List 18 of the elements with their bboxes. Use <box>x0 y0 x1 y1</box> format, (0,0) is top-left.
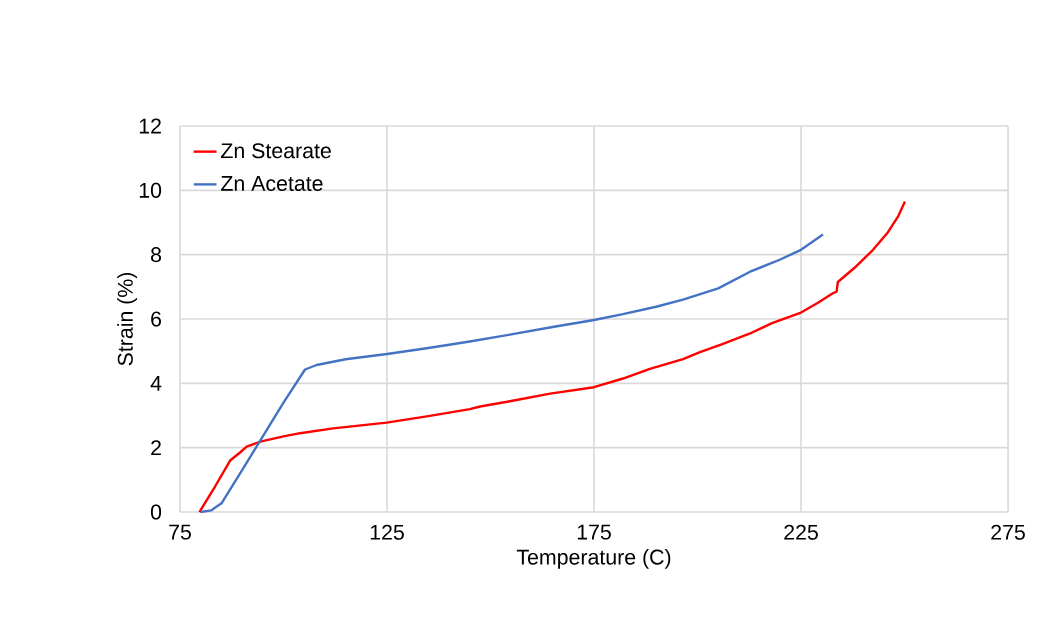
x-tick-label: 125 <box>370 524 404 540</box>
x-tick-label: 75 <box>169 524 191 540</box>
y-tick-label: 12 <box>139 118 161 134</box>
y-tick-label: 10 <box>139 182 162 198</box>
y-tick-label: 6 <box>151 311 162 327</box>
x-tick-label: 175 <box>577 524 611 540</box>
x-tick-label: 275 <box>991 524 1025 540</box>
y-tick-label: 4 <box>150 375 162 391</box>
y-tick-label: 8 <box>151 247 162 263</box>
legend-label: Zn Acetate <box>221 176 323 191</box>
y-tick-label: 2 <box>151 440 161 456</box>
y-tick-label: 0 <box>150 504 162 520</box>
x-axis-title: Temperature (C) <box>516 548 671 569</box>
legend-label: Zn Stearate <box>221 143 331 159</box>
line-series <box>199 233 825 514</box>
line-series <box>198 200 907 514</box>
x-tick-label: 225 <box>784 524 818 540</box>
y-axis-title: Strain (%) <box>117 272 138 366</box>
